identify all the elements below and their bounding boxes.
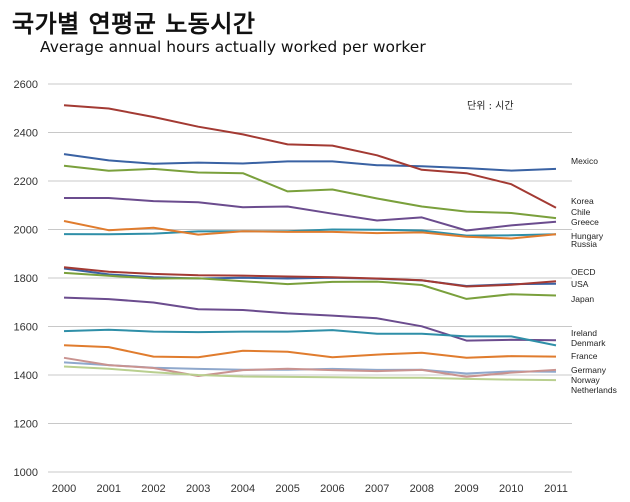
chart-subtitle: Average annual hours actually worked per… — [40, 38, 426, 56]
series-line-france — [63, 344, 557, 359]
y-axis-ticks: 1000 1200 1400 1600 1800 2000 2200 2400 2600 — [14, 79, 38, 479]
x-tick-label: 2004 — [231, 483, 255, 495]
series-label-usa: USA — [571, 279, 589, 289]
y-tick-label: 2000 — [14, 225, 38, 237]
series-line-korea — [63, 104, 557, 209]
series-line-russia — [63, 220, 557, 240]
series-label-denmark: Denmark — [571, 338, 606, 348]
x-tick-label: 2001 — [96, 483, 120, 495]
x-tick-label: 2006 — [320, 483, 344, 495]
series-lines — [63, 104, 557, 382]
y-tick-label: 1400 — [14, 370, 38, 382]
chart-title: 국가별 연평균 노동시간 — [12, 10, 256, 38]
series-label-norway: Norway — [571, 375, 601, 385]
series-line-norway — [63, 356, 557, 378]
y-tick-label: 1600 — [14, 322, 38, 334]
series-label-ireland: Ireland — [571, 328, 597, 338]
series-line-chile — [63, 164, 557, 220]
series-label-greece: Greece — [571, 217, 599, 227]
x-tick-label: 2007 — [365, 483, 389, 495]
x-tick-label: 2005 — [275, 483, 299, 495]
x-tick-label: 2009 — [454, 483, 478, 495]
series-line-ireland — [63, 296, 557, 342]
x-tick-label: 2002 — [141, 483, 165, 495]
x-tick-label: 2003 — [186, 483, 210, 495]
series-label-chile: Chile — [571, 207, 591, 217]
series-label-germany: Germany — [571, 365, 607, 375]
series-label-russia: Russia — [571, 239, 597, 249]
x-tick-label: 2008 — [410, 483, 434, 495]
series-line-japan — [63, 271, 557, 300]
series-line-greece — [64, 197, 557, 232]
y-tick-label: 2600 — [14, 79, 38, 91]
series-line-denmark — [63, 328, 557, 347]
series-label-hungary: Hungary — [571, 231, 604, 241]
series-label-oecd: OECD — [571, 267, 596, 277]
series-label-korea: Korea — [571, 196, 594, 206]
y-tick-label: 1800 — [14, 273, 38, 285]
x-tick-label: 2010 — [499, 483, 523, 495]
series-line-hungary — [63, 228, 557, 237]
x-tick-label: 2000 — [52, 483, 76, 495]
y-tick-label: 2400 — [14, 128, 38, 140]
unit-note: 단위 : 시간 — [467, 99, 514, 112]
series-line-usa — [63, 266, 557, 288]
series-line-netherlands — [63, 365, 557, 382]
series-label-netherlands: Netherlands — [571, 385, 617, 395]
series-line-mexico — [63, 153, 557, 172]
x-axis-ticks: 2000 2001 2002 2003 2004 2005 2006 2007 2008 2009… — [52, 483, 568, 495]
series-label-france: France — [571, 351, 598, 361]
y-tick-label: 1200 — [14, 419, 38, 431]
y-tick-label: 1000 — [14, 467, 38, 479]
series-label-japan: Japan — [571, 294, 594, 304]
x-tick-label: 2011 — [544, 483, 568, 495]
series-label-mexico: Mexico — [571, 156, 598, 166]
y-tick-label: 2200 — [14, 176, 38, 188]
